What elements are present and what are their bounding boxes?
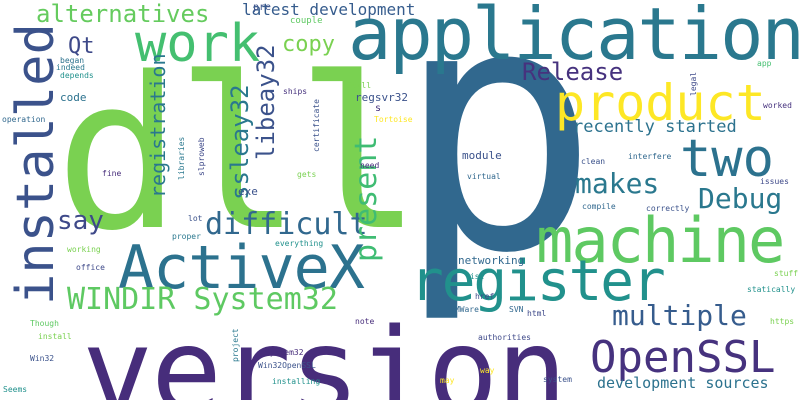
- word-present: present: [349, 135, 384, 262]
- word-copy: copy: [282, 32, 335, 57]
- word-note: note: [355, 317, 375, 326]
- word-ssleay32: ssleay32: [226, 84, 254, 200]
- word-work: work: [135, 14, 261, 74]
- word-two: two: [680, 129, 774, 189]
- word-register: register: [410, 249, 666, 314]
- word-still: Still: [347, 81, 372, 90]
- word-alternatives: alternatives: [36, 0, 210, 28]
- word-may: may: [440, 376, 455, 385]
- word-openssl: OpenSSL: [590, 332, 776, 383]
- word-depends: depends: [60, 71, 94, 80]
- word-working: working: [67, 245, 101, 254]
- word-lot: lot: [188, 214, 203, 223]
- word-vmware: VMWare: [450, 305, 479, 314]
- word-libraries: libraries: [177, 136, 186, 180]
- word-s: s: [375, 103, 382, 114]
- word-way: way: [480, 366, 495, 375]
- word-dll: dll: [55, 32, 422, 277]
- word-win32openssl: Win32OpenSSL: [258, 361, 316, 370]
- word-html: html: [527, 309, 547, 318]
- word-regsvr32: regsvr32: [355, 91, 408, 104]
- word-list: list: [465, 272, 485, 281]
- word-href: href: [475, 292, 495, 301]
- word-stuff: stuff: [774, 269, 799, 278]
- word-makes: makes: [575, 167, 660, 200]
- word-module: module: [462, 149, 502, 162]
- word-machine: machine: [536, 204, 785, 277]
- word-app: app: [757, 59, 772, 68]
- word-win32: Win32: [30, 354, 55, 363]
- word-code: code: [60, 91, 87, 104]
- word-indeed: indeed: [56, 63, 85, 72]
- word-gets: gets: [297, 170, 317, 179]
- word-networking: networking: [458, 254, 525, 267]
- word-operation: operation: [2, 115, 46, 124]
- word-slproweb: slproweb: [197, 137, 206, 176]
- word-couple: couple: [290, 16, 323, 26]
- word-multiple: multiple: [612, 299, 747, 332]
- word-certificate: certificate: [312, 99, 321, 152]
- word-ships: ships: [283, 87, 308, 96]
- word-system: system: [543, 375, 572, 384]
- word-though: Though: [30, 319, 59, 328]
- word-activex: ActiveX: [118, 233, 365, 303]
- word-debug: Debug: [698, 182, 783, 215]
- word-legal: legal: [689, 71, 698, 96]
- word-seems: Seems: [3, 385, 28, 394]
- word-registration: registration: [146, 53, 170, 199]
- word-https: https: [770, 317, 795, 326]
- word-worked: worked: [763, 101, 792, 110]
- word-system32: System32: [265, 348, 304, 357]
- word-svn: SVN: [509, 305, 524, 314]
- word-say: say: [57, 206, 104, 236]
- word-virtual: virtual: [467, 172, 501, 181]
- word-began: began: [60, 56, 85, 65]
- word-application: application: [348, 0, 800, 76]
- word-recently-started: recently started: [573, 117, 737, 137]
- word-installing: installing: [272, 377, 321, 386]
- word-everything: everything: [275, 239, 324, 248]
- word-statically: statically: [747, 285, 796, 294]
- word-tortoise: Tortoise: [374, 115, 413, 124]
- word-clean: clean: [581, 157, 606, 166]
- word-version: version: [82, 302, 567, 400]
- word-proper: proper: [172, 232, 201, 241]
- word-installed: installed: [6, 23, 66, 305]
- word-release: Release: [522, 58, 624, 86]
- word-development-sources: development sources: [597, 374, 769, 392]
- word-authorities: authorities: [478, 333, 531, 342]
- word-windir-system32: WINDIR System32: [67, 282, 338, 317]
- word-difficult: difficult: [205, 207, 368, 242]
- word-project: project: [231, 328, 240, 362]
- word-need: need: [360, 161, 380, 170]
- word-p: p: [395, 0, 600, 328]
- word-correctly: correctly: [646, 204, 690, 213]
- word-exe: exe: [238, 185, 258, 198]
- word-latest-development: latest development: [242, 0, 416, 19]
- word-compile: compile: [582, 202, 616, 211]
- word-product: product: [555, 74, 766, 132]
- word-issues: issues: [760, 177, 789, 186]
- word-office: office: [76, 263, 105, 272]
- word-interfere: interfere: [628, 152, 672, 161]
- word-pre-label: pre: [253, 2, 272, 13]
- word-libeay32: libeay32: [252, 44, 280, 160]
- word-install: install: [38, 332, 72, 341]
- word-fine: fine: [102, 169, 122, 178]
- word-qt: Qt: [68, 34, 95, 59]
